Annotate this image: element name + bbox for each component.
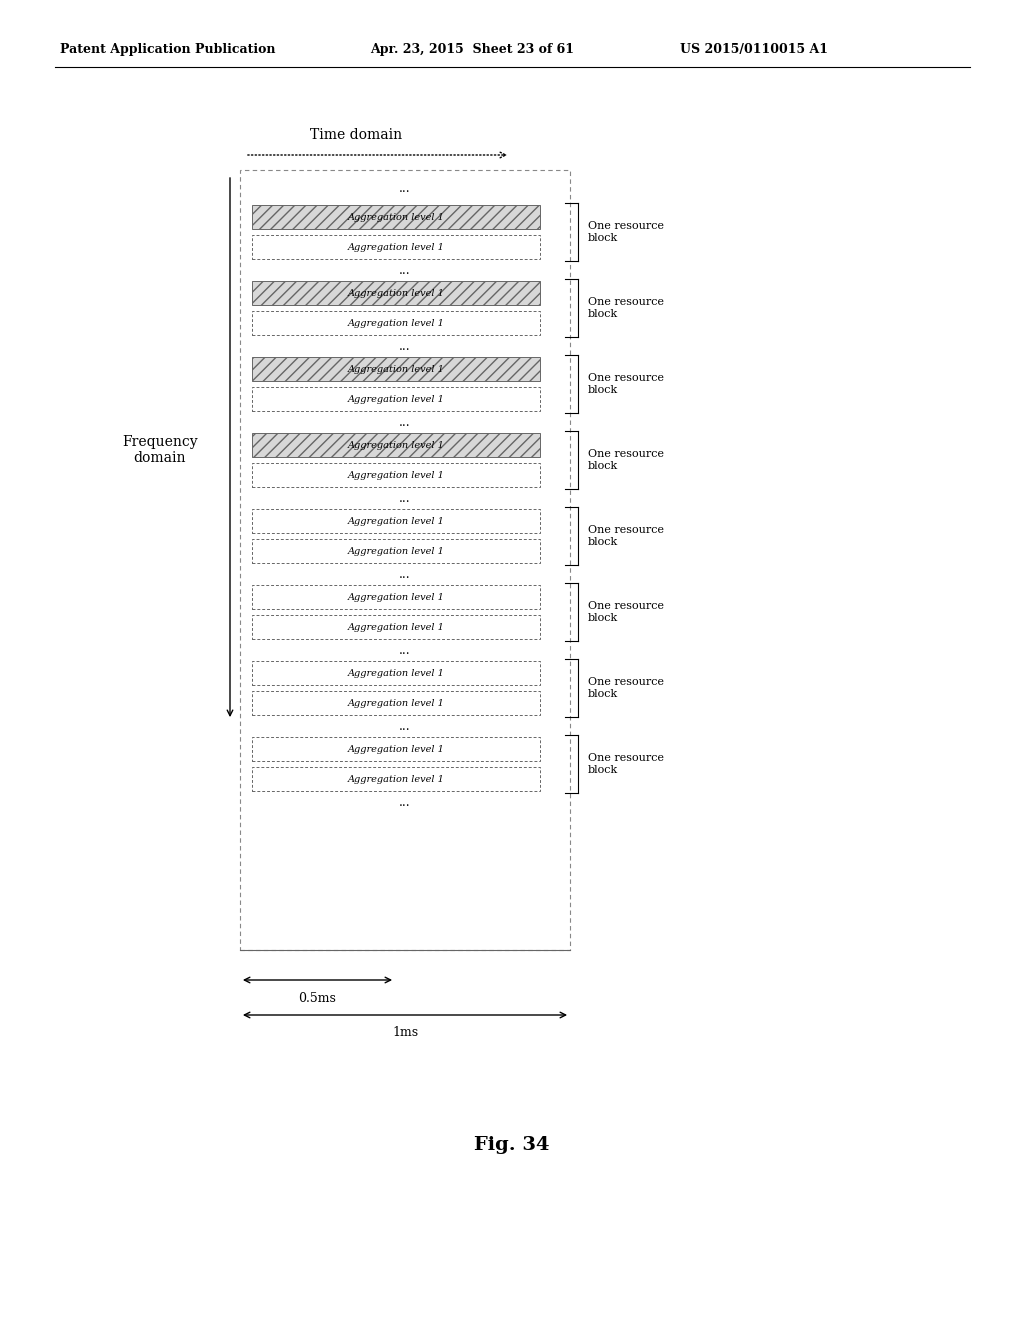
Bar [252,205,540,228]
Text: ...: ... [399,339,411,352]
Text: One resource
block: One resource block [588,449,664,471]
Text: ...: ... [399,416,411,429]
Text: Aggregation level 1: Aggregation level 1 [347,213,444,222]
Text: Aggregation level 1: Aggregation level 1 [347,243,444,252]
Text: Aggregation level 1: Aggregation level 1 [347,470,444,479]
Text: ...: ... [399,644,411,656]
Text: One resource
block: One resource block [588,754,664,775]
Text: US 2015/0110015 A1: US 2015/0110015 A1 [680,44,828,57]
Text: Aggregation level 1: Aggregation level 1 [347,318,444,327]
Bar [252,585,540,609]
Bar [252,463,540,487]
Text: Time domain: Time domain [310,128,402,143]
Bar [252,235,540,259]
Bar [252,539,540,564]
Text: Frequency
domain: Frequency domain [122,434,198,465]
Bar [252,767,540,791]
Text: Aggregation level 1: Aggregation level 1 [347,623,444,631]
Text: ...: ... [399,181,411,194]
Text: ...: ... [399,796,411,809]
Bar [252,387,540,411]
Text: ...: ... [399,491,411,504]
Bar [252,690,540,715]
Bar [252,312,540,335]
Bar [252,661,540,685]
Bar [252,737,540,762]
Text: Aggregation level 1: Aggregation level 1 [347,744,444,754]
Text: Aggregation level 1: Aggregation level 1 [347,441,444,450]
Text: Aggregation level 1: Aggregation level 1 [347,668,444,677]
Text: One resource
block: One resource block [588,297,664,319]
Text: One resource
block: One resource block [588,525,664,546]
Text: ...: ... [399,719,411,733]
Text: One resource
block: One resource block [588,601,664,623]
Bar [252,615,540,639]
Bar [252,433,540,457]
Text: Aggregation level 1: Aggregation level 1 [347,546,444,556]
Text: 0.5ms: 0.5ms [299,991,337,1005]
Text: ...: ... [399,264,411,276]
Text: Aggregation level 1: Aggregation level 1 [347,364,444,374]
Bar [252,356,540,381]
Bar [252,510,540,533]
Text: Aggregation level 1: Aggregation level 1 [347,516,444,525]
Text: 1ms: 1ms [392,1027,418,1040]
Text: ...: ... [399,568,411,581]
Text: One resource
block: One resource block [588,677,664,698]
Text: Aggregation level 1: Aggregation level 1 [347,289,444,297]
Text: Fig. 34: Fig. 34 [474,1137,550,1154]
Text: Aggregation level 1: Aggregation level 1 [347,593,444,602]
Text: One resource
block: One resource block [588,222,664,243]
Text: Aggregation level 1: Aggregation level 1 [347,698,444,708]
Bar [240,170,570,950]
Text: One resource
block: One resource block [588,374,664,395]
Text: Apr. 23, 2015  Sheet 23 of 61: Apr. 23, 2015 Sheet 23 of 61 [370,44,574,57]
Text: Aggregation level 1: Aggregation level 1 [347,395,444,404]
Text: Patent Application Publication: Patent Application Publication [60,44,275,57]
Text: Aggregation level 1: Aggregation level 1 [347,775,444,784]
Bar [252,281,540,305]
